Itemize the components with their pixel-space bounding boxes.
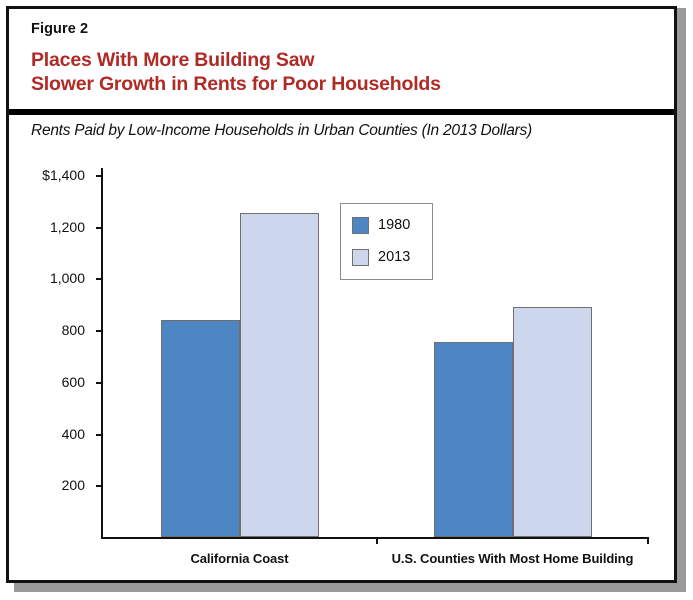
y-tick-label: 800 xyxy=(61,322,85,339)
frame-shadow-bottom xyxy=(14,583,686,592)
y-tick: $1,400 xyxy=(42,167,102,183)
y-tick-label: 600 xyxy=(61,373,85,390)
chart-legend: 1980 2013 xyxy=(340,203,433,280)
plot-region: 200 400 600 800 1,000 1,200 $1,400 California … xyxy=(42,167,649,566)
y-tick-label: $1,400 xyxy=(42,167,85,183)
x-axis-line xyxy=(101,537,649,539)
y-tick: 800 xyxy=(62,322,102,338)
y-tick-label: 1,000 xyxy=(49,270,85,287)
bar-2013-1 xyxy=(239,212,319,537)
legend-label-2013: 2013 xyxy=(378,249,411,265)
y-tick: 600 xyxy=(62,374,102,390)
legend-label-1980: 1980 xyxy=(378,217,411,233)
bar-2013-2 xyxy=(512,307,592,537)
figure-number: Figure 2 xyxy=(31,21,89,37)
bar-1980-2 xyxy=(433,341,513,537)
legend-swatch-icon-2013 xyxy=(352,248,369,266)
category-label: U.S. Counties With Most Home Building xyxy=(391,551,634,566)
figure-headline: Places With More Building Saw Slower Gro… xyxy=(31,49,441,95)
legend-item-2013: 2013 xyxy=(352,245,422,269)
y-tick: 1,000 xyxy=(50,270,102,286)
y-tick-label: 200 xyxy=(61,477,85,494)
category-label: California Coast xyxy=(190,551,289,566)
y-tick: 1,200 xyxy=(50,219,102,235)
figure-frame: Figure 2 Places With More Building Saw S… xyxy=(6,6,677,583)
x-axis-group-tick xyxy=(376,537,378,544)
y-tick-label: 1,200 xyxy=(49,218,85,235)
header-divider-rule xyxy=(9,109,674,115)
figure-subtitle: Rents Paid by Low-Income Households in U… xyxy=(31,122,532,139)
x-axis-end-tick xyxy=(647,537,649,544)
y-tick-label: 400 xyxy=(61,425,85,442)
chart-area: 200 400 600 800 1,000 1,200 $1,400 California … xyxy=(9,149,674,580)
figure-header: Figure 2 Places With More Building Saw S… xyxy=(9,9,674,100)
y-axis-line xyxy=(101,168,103,537)
bar-1980-1 xyxy=(160,319,240,537)
frame-shadow-right xyxy=(677,8,686,592)
y-tick: 400 xyxy=(62,426,102,442)
legend-swatch-icon-1980 xyxy=(352,216,369,234)
y-tick: 200 xyxy=(62,477,102,493)
legend-item-1980: 1980 xyxy=(352,213,422,237)
